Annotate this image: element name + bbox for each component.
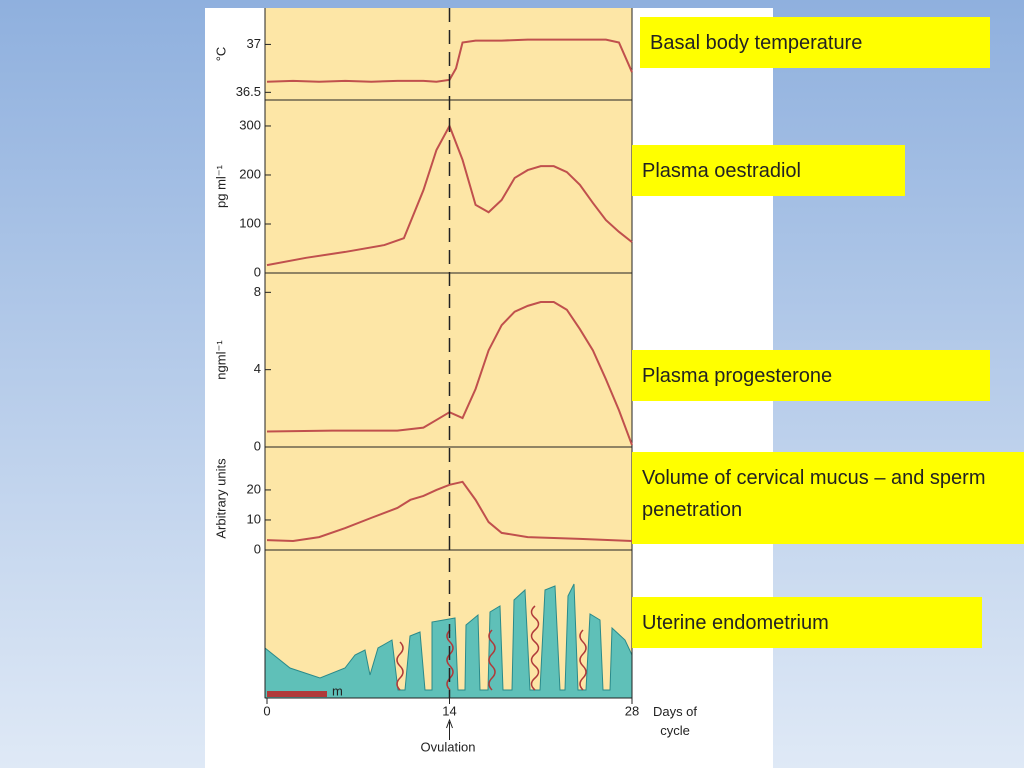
x-tick-label: 28: [625, 703, 639, 718]
plot-area: [265, 8, 632, 698]
y-tick-label: 8: [254, 284, 261, 299]
y-tick-label: 36.5: [236, 84, 261, 99]
y-axis-label: °C: [213, 47, 228, 62]
y-tick-label: 10: [247, 511, 261, 526]
label: Uterine endometrium: [632, 597, 982, 648]
y-axis-label: Arbitrary units: [213, 458, 228, 539]
line: [266, 301, 633, 446]
y-tick-label: 4: [254, 361, 261, 376]
line: [266, 38, 633, 83]
y-tick-label: 300: [239, 117, 261, 132]
y-tick-label: 0: [254, 264, 261, 279]
x-axis-label: Days of cycle: [652, 704, 698, 738]
scale-label: m: [332, 683, 343, 698]
y-tick-label: 200: [239, 166, 261, 181]
label: Volume of cervical mucus – and sperm pen…: [632, 452, 1024, 544]
label: Plasma progesterone: [632, 350, 990, 401]
ovulation-arrow: [446, 718, 453, 740]
scale-bar: [267, 691, 327, 697]
y-tick-label: 37: [247, 36, 261, 51]
x-tick-label: 14: [442, 703, 456, 718]
y-axis-label: pg ml⁻¹: [213, 164, 228, 208]
label: Plasma oestradiol: [632, 145, 905, 196]
line: [266, 480, 633, 542]
y-tick-label: 0: [254, 541, 261, 556]
y-tick-label: 0: [254, 438, 261, 453]
label: Basal body temperature: [640, 17, 990, 68]
y-tick-label: 20: [247, 481, 261, 496]
line: [266, 123, 633, 267]
y-tick-label: 100: [239, 215, 261, 230]
y-axis-label: ngml⁻¹: [213, 340, 228, 380]
ovulation-label: Ovulation: [421, 739, 476, 754]
x-tick-label: 0: [263, 703, 270, 718]
